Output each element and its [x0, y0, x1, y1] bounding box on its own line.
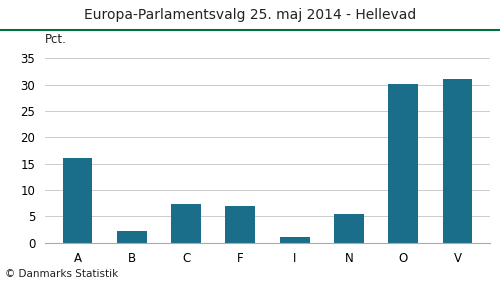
Bar [280, 237, 310, 243]
Bar [226, 206, 256, 243]
Text: Pct.: Pct. [45, 33, 67, 46]
Text: Europa-Parlamentsvalg 25. maj 2014 - Hellevad: Europa-Parlamentsvalg 25. maj 2014 - Hel… [84, 8, 416, 23]
Bar [117, 231, 147, 243]
Text: © Danmarks Statistik: © Danmarks Statistik [5, 269, 118, 279]
Bar [171, 204, 201, 243]
Bar [388, 84, 418, 243]
Bar [442, 80, 472, 243]
Bar [62, 158, 92, 243]
Bar [334, 213, 364, 243]
